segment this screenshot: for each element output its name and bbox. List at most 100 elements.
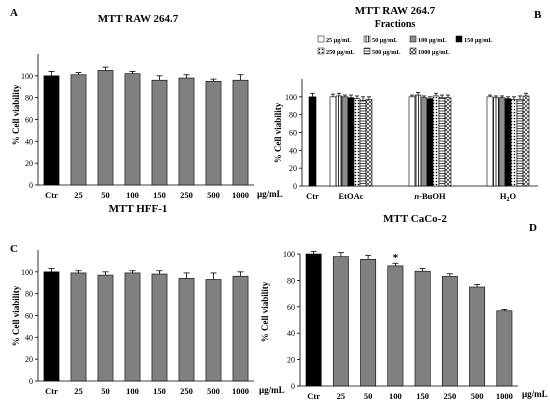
bar <box>151 79 168 186</box>
bar <box>498 97 506 187</box>
x-tick-label: 250 <box>180 386 193 396</box>
panel-label: D <box>529 222 537 234</box>
legend-label: 50 µg/mL <box>372 37 397 44</box>
panel-label: B <box>534 9 542 21</box>
bar <box>359 100 367 187</box>
x-tick-label: Ctr <box>307 391 320 401</box>
tick-labels: Ctr 25 50 100 150 250 500 1000 <box>45 386 249 396</box>
y-tick-label: 20 <box>289 164 297 173</box>
bar <box>408 96 416 187</box>
legend-swatch <box>409 35 417 43</box>
y-tick-label: 40 <box>287 329 295 338</box>
bar <box>522 95 530 187</box>
legend-swatch <box>317 35 325 43</box>
y-tick-label: 60 <box>287 303 295 312</box>
bar <box>486 96 494 187</box>
legend-label: 500 µg/mL <box>372 49 401 56</box>
bar <box>97 274 114 382</box>
bar <box>124 272 141 382</box>
x-tick-label: 1000 <box>232 190 249 200</box>
legend-swatch <box>317 47 325 55</box>
y-axis-label: % Cell viability <box>11 84 21 145</box>
x-tick-label: n-BuOH <box>414 191 446 201</box>
bar <box>414 94 422 187</box>
bar <box>387 265 404 387</box>
bar <box>432 95 440 187</box>
bar <box>232 79 249 186</box>
y-tick-label: 0 <box>29 377 33 386</box>
bar <box>178 278 195 382</box>
bar <box>353 98 361 187</box>
y-tick-label: 20 <box>25 355 33 364</box>
bar <box>426 98 434 187</box>
y-tick-label: 60 <box>25 312 33 321</box>
bar-series <box>43 268 249 382</box>
bar <box>420 97 428 187</box>
bar <box>414 270 431 387</box>
tick-labels: Ctr EtOAc n-BuOH H2O <box>306 191 516 203</box>
bar <box>504 98 512 187</box>
legend-swatch <box>455 35 463 43</box>
x-tick-label: 500 <box>207 190 220 200</box>
bar-series <box>43 66 249 186</box>
x-axis-unit: µg/mL <box>257 189 283 199</box>
bar <box>332 256 349 387</box>
legend-swatch <box>363 35 371 43</box>
y-axis-label: % Cell viability <box>260 281 270 342</box>
chart-subtitle: Fractions <box>375 19 416 30</box>
bar-series <box>308 91 530 187</box>
x-tick-label: 500 <box>471 391 484 401</box>
bar <box>335 95 343 187</box>
bar <box>70 74 87 186</box>
x-tick-label: 1000 <box>232 386 249 396</box>
bar <box>516 99 524 187</box>
x-tick-label: 100 <box>126 386 139 396</box>
bar <box>492 97 500 187</box>
legend-label: 100 µg/mL <box>418 37 447 44</box>
x-tick-label: 150 <box>416 391 429 401</box>
chart-title: MTT RAW 264.7 <box>98 13 179 25</box>
bar <box>438 97 446 187</box>
chart-panel-a: A MTT RAW 264.7 % Cell viability 0 20 40 60… <box>10 7 283 200</box>
x-tick-label: 250 <box>444 391 457 401</box>
y-tick-label: 20 <box>25 159 33 168</box>
y-tick-label: 100 <box>285 93 297 102</box>
bar-control <box>308 96 317 187</box>
legend-label: 250 µg/mL <box>326 49 355 56</box>
y-tick-label: 80 <box>289 111 297 120</box>
bar <box>205 279 222 382</box>
legend: 25 µg/mL 50 µg/mL 100 µg/mL 150 µg/mL 250 µg… <box>317 35 493 56</box>
bar <box>441 276 458 387</box>
bar <box>496 310 513 387</box>
x-tick-label: 150 <box>153 190 166 200</box>
chart-panel-c: C MTT HFF-1 % Cell viability 0 20 40 60 80 10… <box>10 203 285 396</box>
x-tick-label: 100 <box>389 391 402 401</box>
x-tick-label: 25 <box>74 190 83 200</box>
x-tick-label: EtOAc <box>338 191 363 201</box>
y-tick-label: 60 <box>25 116 33 125</box>
legend-swatch <box>363 47 371 55</box>
y-tick-label: 80 <box>287 276 295 285</box>
bar <box>341 96 349 187</box>
tick-labels: Ctr 25 50 100 150 250 500 1000 <box>307 391 513 401</box>
x-tick-label: 50 <box>364 391 373 401</box>
bar <box>329 96 337 187</box>
x-tick-label: 250 <box>180 190 193 200</box>
panel-label: A <box>10 7 18 19</box>
y-axis-label: % Cell viability <box>273 102 283 163</box>
x-tick-label: H2O <box>500 191 517 203</box>
x-tick-label: 50 <box>101 190 110 200</box>
tick-labels: Ctr 25 50 100 150 250 500 1000 <box>45 190 249 200</box>
bar <box>360 258 377 387</box>
bar <box>43 75 60 186</box>
bar <box>205 80 222 186</box>
legend-swatch <box>409 47 417 55</box>
y-tick-label: 40 <box>289 146 297 155</box>
chart-panel-d: D MTT CaCo-2 % Cell viability 0 20 40 60 80 1… <box>260 213 548 401</box>
bar <box>43 271 60 382</box>
x-tick-label: 25 <box>337 391 346 401</box>
x-tick-label: Ctr <box>45 386 58 396</box>
bar <box>178 77 195 186</box>
bar <box>347 97 355 187</box>
chart-title: MTT RAW 264.7 <box>355 5 436 17</box>
